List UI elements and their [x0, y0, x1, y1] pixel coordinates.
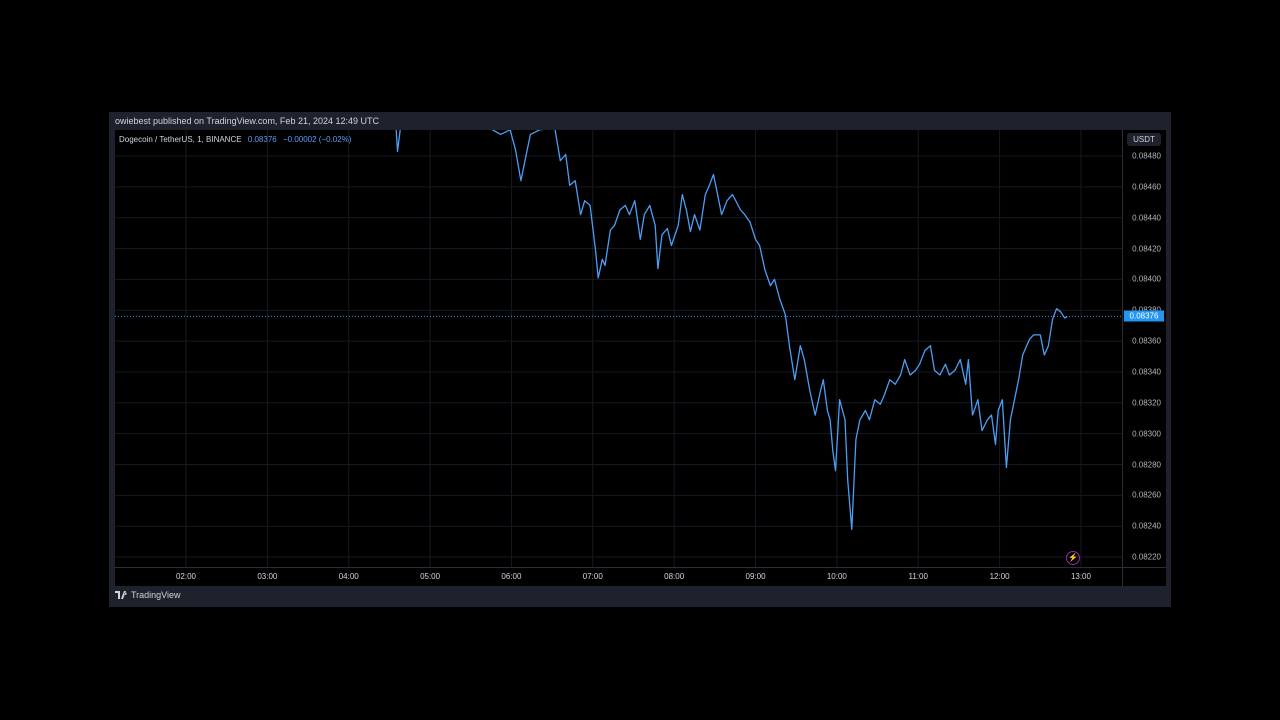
last-price: 0.08376: [247, 135, 277, 144]
time-tick-label: 12:00: [989, 572, 1010, 581]
lightning-icon[interactable]: ⚡: [1066, 551, 1080, 565]
price-tick-label: 0.08440: [1132, 213, 1161, 223]
price-tick-label: 0.08320: [1132, 398, 1161, 408]
price-series-line: [395, 130, 1068, 530]
price-tick-label: 0.08480: [1132, 151, 1161, 161]
price-tick-label: 0.08280: [1132, 460, 1161, 469]
price-tick-label: 0.08340: [1132, 367, 1161, 377]
footer-brand[interactable]: TradingView: [115, 590, 181, 600]
time-axis[interactable]: 02:00 03:00 04:00 05:00 06:00 07:00 08:00 09:00…: [115, 567, 1122, 586]
price-tick-label: 0.08420: [1132, 244, 1161, 254]
currency-button[interactable]: USDT: [1127, 133, 1161, 146]
time-tick-label: 09:00: [745, 572, 766, 581]
price-line-plot: [115, 130, 1122, 567]
symbol-name[interactable]: Dogecoin / TetherUS, 1, BINANCE: [119, 135, 242, 144]
price-change: −0.00002 (−0.02%): [282, 135, 352, 144]
tradingview-logo-icon: [115, 591, 127, 599]
brand-name: TradingView: [131, 590, 181, 600]
time-tick-label: 05:00: [420, 572, 441, 581]
time-tick-label: 10:00: [826, 572, 847, 581]
price-tick-label: 0.08260: [1132, 490, 1161, 500]
last-price-tag: 0.08376: [1124, 310, 1164, 322]
time-tick-label: 13:00: [1070, 572, 1091, 581]
symbol-legend: Dogecoin / TetherUS, 1, BINANCE 0.08376 …: [119, 135, 351, 144]
time-tick-label: 02:00: [175, 572, 197, 581]
time-tick-label: 06:00: [501, 572, 522, 581]
time-tick-label: 07:00: [582, 572, 603, 581]
price-tick-label: 0.08220: [1132, 552, 1161, 562]
time-tick-label: 11:00: [908, 572, 928, 581]
price-tick-label: 0.08300: [1132, 429, 1161, 439]
price-tick-label: 0.08400: [1132, 274, 1161, 284]
price-tick-label: 0.08360: [1132, 336, 1161, 346]
chart-pane[interactable]: Dogecoin / TetherUS, 1, BINANCE 0.08376 …: [115, 130, 1122, 567]
axis-corner: [1122, 567, 1166, 586]
time-tick-label: 03:00: [257, 572, 278, 581]
price-tick-label: 0.08240: [1132, 521, 1161, 531]
time-tick-label: 08:00: [664, 572, 685, 581]
price-tick-label: 0.08380: [1132, 306, 1161, 315]
time-tick-label: 04:00: [338, 572, 359, 581]
chart-frame: owiebest published on TradingView.com, F…: [109, 112, 1171, 607]
published-info: owiebest published on TradingView.com, F…: [115, 116, 379, 126]
price-axis[interactable]: USDT 0.08480 0.08460 0.08440 0.08420 0.08400…: [1122, 130, 1166, 567]
price-tick-label: 0.08460: [1132, 182, 1161, 192]
